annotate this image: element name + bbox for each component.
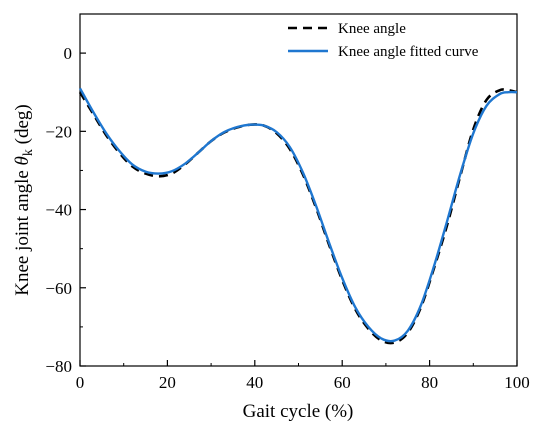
y-axis-title-unit: (deg)	[12, 104, 33, 149]
y-axis-title-subscript: k	[21, 149, 36, 156]
y-tick-labels: −80 −60 −40 −20 0	[45, 44, 72, 376]
series-line-knee-angle	[78, 88, 518, 345]
legend-label-knee-angle: Knee angle	[338, 21, 406, 37]
x-tick-label-20: 20	[159, 373, 176, 392]
y-tick-label--20: −20	[45, 122, 72, 141]
series-layer	[78, 87, 518, 345]
y-tick-label--80: −80	[45, 357, 72, 376]
x-tick-label-0: 0	[76, 373, 85, 392]
x-tick-labels: 0 20 40 60 80 100	[76, 373, 530, 392]
y-tick-label--40: −40	[45, 201, 72, 220]
legend-label-fitted-curve: Knee angle fitted curve	[338, 44, 479, 60]
series-line-knee-angle-fitted-curve	[78, 87, 518, 343]
axis-ticks	[79, 13, 518, 367]
y-tick-label-0: 0	[64, 44, 73, 63]
x-tick-label-100: 100	[504, 373, 530, 392]
x-tick-label-40: 40	[246, 373, 263, 392]
x-tick-label-80: 80	[421, 373, 438, 392]
y-tick-label--60: −60	[45, 279, 72, 298]
legend: Knee angle Knee angle fitted curve	[288, 21, 479, 60]
x-axis-title: Gait cycle (%)	[243, 401, 354, 422]
plot-area	[79, 13, 518, 367]
y-axis-title: Knee joint angle θk (deg)	[12, 104, 36, 296]
y-axis-title-symbol: θ	[12, 156, 33, 165]
y-axis-title-main: Knee joint angle	[12, 165, 33, 295]
x-tick-label-60: 60	[334, 373, 351, 392]
